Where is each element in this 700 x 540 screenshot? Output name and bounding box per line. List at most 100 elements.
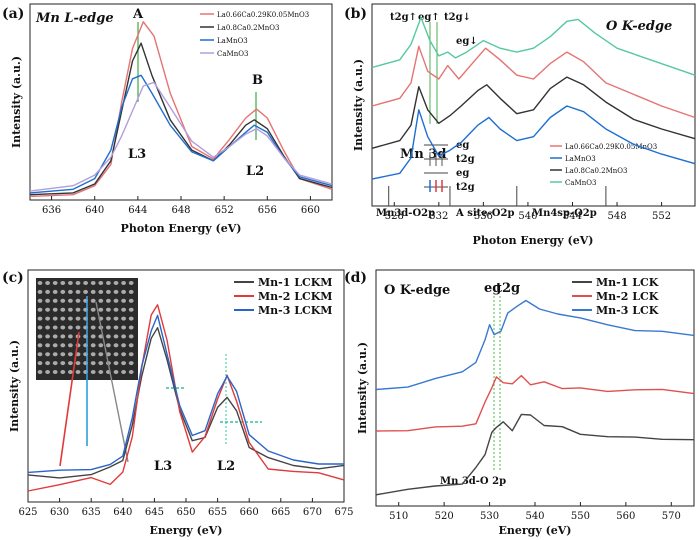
xtick-label-c-4: 645 <box>145 507 164 518</box>
legend-d-label-1: Mn-2 LCK <box>596 290 659 303</box>
panel-d: (d) O K-edge Mn-1 LCK Mn-2 LCK Mn-3 LCK … <box>344 269 695 537</box>
atom-column <box>128 316 134 321</box>
xtick-label-b-5: 548 <box>607 211 626 222</box>
atom-column <box>37 289 43 294</box>
atom-column <box>106 325 111 330</box>
xtick-label-b-3: 540 <box>518 211 537 222</box>
series-c-2 <box>27 314 344 474</box>
xtick-label-b-0: 528 <box>385 211 404 222</box>
atom-column <box>75 325 81 330</box>
atom-column <box>90 334 96 339</box>
xtick-label-d-5: 560 <box>616 511 635 522</box>
xtick-label-a-0: 636 <box>42 205 61 216</box>
plot-layer: 636 640 644 648 652 656 660 528 532 536 540 544 548 5… <box>18 16 696 522</box>
atom-column <box>60 325 66 330</box>
t2g-label-d: t2g <box>496 281 520 296</box>
xtick-label-d-4: 550 <box>571 511 590 522</box>
xtick-label-d-1: 520 <box>435 511 454 522</box>
l2-label-c: L2 <box>217 459 235 474</box>
xtick-label-d-2: 530 <box>480 511 499 522</box>
xtick-label-c-9: 670 <box>303 507 322 518</box>
atom-column <box>106 298 111 303</box>
panel-c-xlabel: Energy (eV) <box>149 524 222 537</box>
atom-column <box>121 298 126 303</box>
atom-column <box>75 316 81 321</box>
xtick-label-a-1: 640 <box>85 205 104 216</box>
atom-column <box>37 298 43 303</box>
l3-label-c: L3 <box>154 459 172 474</box>
atom-column <box>98 307 104 312</box>
panel-b-ylabel: Intensity (a.u.) <box>352 59 365 151</box>
series-c-1 <box>27 304 345 492</box>
atom-column <box>75 361 81 366</box>
atom-column <box>60 343 66 348</box>
atom-column <box>128 343 134 348</box>
legend-a-label-2: LaMnO3 <box>217 37 248 45</box>
atom-column <box>68 343 73 348</box>
atom-column <box>106 343 111 348</box>
atom-column <box>128 352 134 357</box>
atom-column <box>52 298 58 303</box>
atom-column <box>106 289 111 294</box>
atom-column <box>90 281 96 285</box>
atom-column <box>121 343 126 348</box>
atom-column <box>98 352 104 357</box>
atom-column <box>98 298 104 303</box>
orbital-t2g-2: t2g <box>456 182 475 193</box>
atom-column <box>128 370 134 374</box>
peak-label-t2g-up: t2g↑ <box>390 12 417 23</box>
panel-d-xlabel: Energy (eV) <box>498 524 571 537</box>
atom-column <box>106 307 111 312</box>
atom-column <box>68 298 73 303</box>
atom-column <box>60 352 66 357</box>
series-b-3 <box>371 16 696 76</box>
xtick-label-c-7: 660 <box>240 507 259 518</box>
panel-c-letter: (c) <box>2 270 24 286</box>
panel-a-frame <box>29 3 333 201</box>
atom-column <box>68 307 73 312</box>
atom-column <box>90 289 96 294</box>
legend-a-label-3: CaMnO3 <box>217 50 248 58</box>
xtick-label-c-10: 675 <box>334 507 353 518</box>
atom-column <box>90 307 96 312</box>
series-b-1 <box>371 105 696 180</box>
panel-a: (a) Mn L-edge La0.66Ca0.29K0.05MnO3 La0.… <box>2 3 333 235</box>
region-labels: Mn3d-O2p A site-O2p Mn4sp-O2p <box>376 208 597 219</box>
atom-column <box>90 361 96 366</box>
atom-column <box>45 281 50 285</box>
atom-column <box>60 334 66 339</box>
panel-c-legend: Mn-1 LCKM Mn-2 LCKM Mn-3 LCKM <box>234 276 332 317</box>
atom-column <box>60 361 66 366</box>
xtick-label-b-6: 552 <box>652 211 671 222</box>
atom-column <box>60 316 66 321</box>
orbital-eg-1: eg <box>456 140 469 151</box>
atom-column <box>98 281 104 285</box>
panel-b: (b) O K-edge t2g↑ eg↑ t2g↓ eg↓ Mn 3d eg … <box>344 3 696 247</box>
legend-b-label-0: La0.66Ca0.29K0.05MnO3 <box>565 143 657 151</box>
atom-column <box>75 307 81 312</box>
legend-b-label-3: CaMnO3 <box>565 179 596 187</box>
panel-b-letter: (b) <box>344 6 367 22</box>
mn3d-label: Mn 3d <box>400 147 447 162</box>
atom-column <box>60 307 66 312</box>
atom-column <box>68 352 73 357</box>
atom-column <box>45 316 50 321</box>
legend-d-label-0: Mn-1 LCK <box>596 276 659 289</box>
atom-column <box>37 334 43 339</box>
atom-column <box>121 352 126 357</box>
xtick-label-c-2: 635 <box>82 507 101 518</box>
xtick-label-a-6: 660 <box>301 205 320 216</box>
atom-column <box>113 316 119 321</box>
atom-column <box>113 370 119 374</box>
stem-atom-lattice <box>37 281 134 374</box>
region-label-mn4sp-o2p: Mn4sp-O2p <box>532 208 597 219</box>
legend-a-label-0: La0.66Ca0.29K0.05MnO3 <box>217 11 309 19</box>
xtick-label-b-1: 532 <box>429 211 448 222</box>
atom-column <box>75 370 81 374</box>
atom-column <box>90 325 96 330</box>
atom-column <box>113 289 119 294</box>
arrow-red <box>59 331 80 467</box>
atom-column <box>45 343 50 348</box>
panel-a-legend: La0.66Ca0.29K0.05MnO3 La0.8Ca0.2MnO3 LaM… <box>200 11 309 58</box>
arrow-gray <box>95 301 129 463</box>
